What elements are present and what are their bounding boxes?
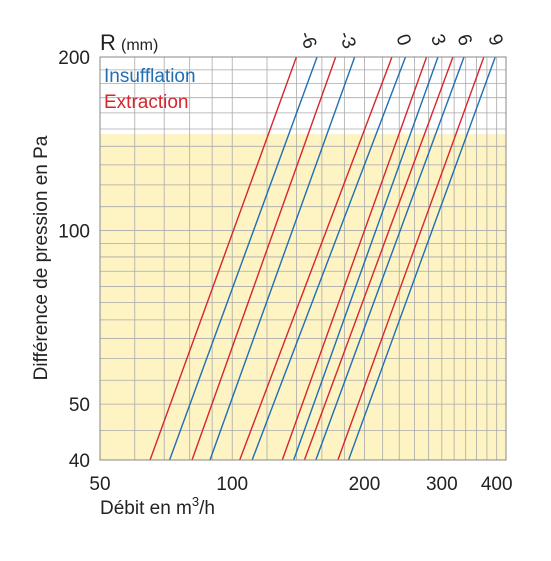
insufflation-line-r9 [347, 56, 496, 461]
y-tick-label: 50 [69, 395, 90, 416]
extraction-line-r-3 [191, 56, 337, 461]
extraction-line-r0 [239, 56, 393, 461]
extraction-line-r-6 [149, 56, 298, 461]
r-unit: (mm) [121, 37, 158, 54]
x-tick-label: 100 [216, 474, 248, 495]
y-axis-title: Différence de pression en Pa [31, 135, 52, 380]
y-tick-label: 40 [69, 451, 90, 472]
r-value-label: 0 [391, 32, 414, 49]
x-axis-title: Débit en m3/h [100, 494, 215, 519]
r-value-label: 6 [452, 32, 475, 49]
x-tick-label: 300 [426, 474, 458, 495]
x-tick-label: 400 [481, 474, 513, 495]
insufflation-line-r0 [251, 56, 407, 461]
series-lines [149, 56, 496, 461]
x-axis-title-sup: 3 [192, 494, 199, 509]
legend-extraction: Extraction [104, 92, 188, 113]
r-value-label: -3 [334, 29, 360, 52]
y-tick-label: 200 [58, 48, 90, 69]
extraction-line-r3 [281, 56, 428, 461]
x-tick-label: 200 [349, 474, 381, 495]
insufflation-line-r3 [293, 56, 439, 461]
r-value-label: 9 [483, 32, 506, 49]
x-axis-title-suffix: /h [199, 498, 215, 519]
y-tick-labels: 40 50 100 200 [58, 48, 90, 472]
x-tick-label: 50 [89, 474, 110, 495]
r-value-label: 3 [426, 32, 449, 49]
insufflation-line-r-6 [168, 56, 318, 461]
r-value-label: -6 [295, 29, 321, 52]
r-value-labels: -6 -3 0 3 6 9 [295, 29, 507, 52]
y-tick-label: 100 [58, 222, 90, 243]
plot-frame [99, 56, 507, 461]
extraction-line-r9 [337, 56, 485, 461]
x-axis-title-prefix: Débit en m [100, 498, 192, 519]
r-label: R [100, 30, 116, 55]
insufflation-line-r6 [315, 56, 465, 461]
legend-insufflation: Insufflation [104, 66, 196, 87]
insufflation-line-r-3 [209, 56, 356, 461]
x-tick-labels: 50 100 200 300 400 [89, 474, 512, 495]
highlight-band [100, 134, 506, 460]
extraction-line-r6 [303, 56, 454, 461]
